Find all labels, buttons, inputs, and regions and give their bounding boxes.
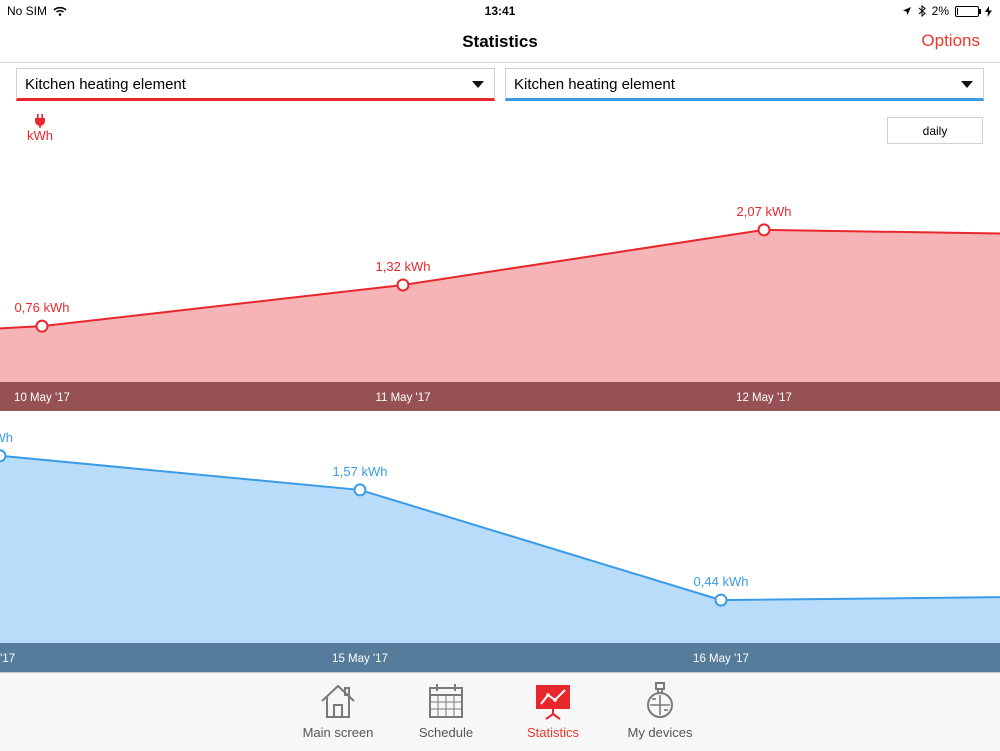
x-tick-label: 16 May '17 — [693, 653, 749, 665]
page-title: Statistics — [462, 32, 538, 51]
device-selectors: Kitchen heating element Kitchen heating … — [0, 63, 1000, 107]
device-select-left-value: Kitchen heating element — [25, 76, 186, 93]
data-label: kWh — [0, 430, 13, 445]
options-button[interactable]: Options — [921, 31, 980, 50]
chart-area — [0, 229, 1000, 382]
tab-statistics-label: Statistics — [526, 725, 579, 740]
period-toggle-button[interactable]: daily — [887, 117, 983, 144]
carrier-label: No SIM — [7, 4, 48, 18]
device-select-left[interactable]: Kitchen heating element — [16, 68, 495, 101]
device-select-right-value: Kitchen heating element — [514, 76, 675, 93]
x-tick-label: 11 May '17 — [375, 392, 430, 404]
device-bulb-icon — [647, 682, 673, 718]
tab-main-screen-label: Main screen — [302, 725, 374, 740]
tab-bar: Main screen Schedule Statistics — [0, 672, 1000, 751]
chart-date-band — [0, 643, 1000, 672]
tab-schedule-label: Schedule — [418, 725, 474, 740]
energy-chart-1[interactable]: 0,76 kWh 1,32 kWh 2,07 kWh 10 May '17 11 May… — [0, 150, 1000, 411]
charging-bolt-icon — [985, 5, 992, 17]
data-label: 0,76 kWh — [15, 300, 70, 315]
dropdown-arrow-icon — [472, 81, 484, 88]
tab-my-devices-label: My devices — [627, 725, 693, 740]
bluetooth-icon — [918, 5, 926, 17]
x-tick-label: 12 May '17 — [736, 392, 792, 404]
data-point — [396, 278, 410, 292]
x-tick-label: 10 May '17 — [14, 392, 70, 404]
wifi-icon — [53, 6, 67, 16]
location-arrow-icon — [902, 7, 911, 15]
energy-chart-2[interactable]: kWh 1,57 kWh 0,44 kWh ay '17 15 May '17 16 Ma… — [0, 411, 1000, 672]
dropdown-arrow-icon — [961, 81, 973, 88]
unit-label: kWh — [27, 128, 53, 143]
data-label: 2,07 kWh — [737, 204, 792, 219]
data-label: 1,32 kWh — [376, 259, 431, 274]
tab-schedule[interactable]: Schedule — [396, 681, 496, 740]
data-point — [35, 319, 49, 333]
battery-level — [957, 7, 958, 15]
x-tick-label: ay '17 — [0, 653, 15, 665]
data-point — [757, 223, 771, 237]
status-time: 13:41 — [484, 4, 516, 18]
chart-series-line — [0, 454, 1000, 602]
tab-statistics[interactable]: Statistics — [503, 681, 603, 740]
tab-main-screen[interactable]: Main screen — [288, 681, 388, 740]
chart-date-band — [0, 382, 1000, 411]
data-point — [353, 483, 367, 497]
data-point — [714, 593, 728, 607]
tab-my-devices[interactable]: My devices — [610, 681, 710, 740]
navigation-bar: Statistics Options — [0, 22, 1000, 63]
battery-percent: 2% — [931, 4, 949, 18]
x-tick-label: 15 May '17 — [332, 653, 388, 665]
data-label: 1,57 kWh — [333, 464, 388, 479]
data-point — [0, 449, 7, 463]
chart-area — [0, 455, 1000, 643]
unit-indicator: kWh — [20, 114, 60, 143]
statistics-icon — [536, 685, 570, 720]
plug-icon — [35, 114, 45, 128]
device-select-right[interactable]: Kitchen heating element — [505, 68, 984, 101]
calendar-icon — [429, 684, 463, 718]
data-label: 0,44 kWh — [694, 574, 749, 589]
status-bar: No SIM 13:41 2% — [0, 0, 1000, 22]
battery-icon — [955, 5, 981, 17]
house-icon — [321, 684, 355, 718]
